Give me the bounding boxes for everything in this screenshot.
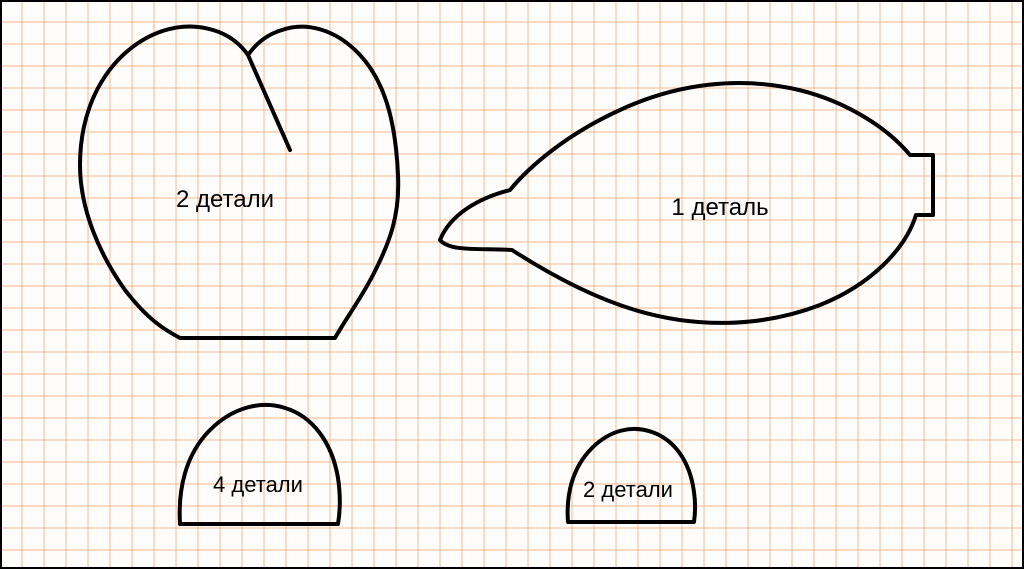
dome-large-shape — [180, 405, 340, 524]
heart-shape — [80, 27, 398, 338]
dome-large-label: 4 детали — [213, 472, 303, 498]
lens-label: 1 деталь — [671, 194, 768, 222]
dome-small-shape — [568, 429, 696, 522]
heart-dart-line — [248, 55, 290, 150]
pattern-canvas: 2 детали 1 деталь 4 детали 2 детали — [0, 0, 1024, 569]
pattern-shapes — [0, 0, 1024, 569]
heart-label: 2 детали — [176, 186, 274, 214]
dome-small-label: 2 детали — [583, 477, 673, 503]
